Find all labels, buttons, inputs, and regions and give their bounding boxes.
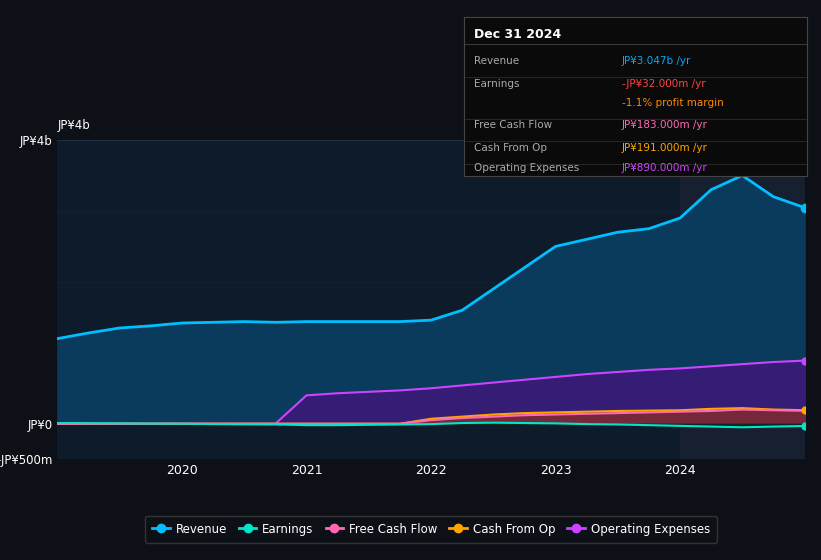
Text: Cash From Op: Cash From Op <box>475 143 547 153</box>
Text: -JP¥32.000m /yr: -JP¥32.000m /yr <box>621 79 705 89</box>
Bar <box>680 140 805 459</box>
Text: JP¥3.047b /yr: JP¥3.047b /yr <box>621 57 691 67</box>
Text: JP¥890.000m /yr: JP¥890.000m /yr <box>621 164 708 174</box>
Text: Operating Expenses: Operating Expenses <box>475 164 580 174</box>
Text: -1.1% profit margin: -1.1% profit margin <box>621 98 723 108</box>
Text: JP¥191.000m /yr: JP¥191.000m /yr <box>621 143 708 153</box>
Text: JP¥4b: JP¥4b <box>57 119 90 132</box>
Text: Free Cash Flow: Free Cash Flow <box>475 120 553 130</box>
Text: JP¥183.000m /yr: JP¥183.000m /yr <box>621 120 708 130</box>
Text: Dec 31 2024: Dec 31 2024 <box>475 28 562 41</box>
Text: Earnings: Earnings <box>475 79 520 89</box>
Legend: Revenue, Earnings, Free Cash Flow, Cash From Op, Operating Expenses: Revenue, Earnings, Free Cash Flow, Cash … <box>144 516 718 543</box>
Text: Revenue: Revenue <box>475 57 520 67</box>
